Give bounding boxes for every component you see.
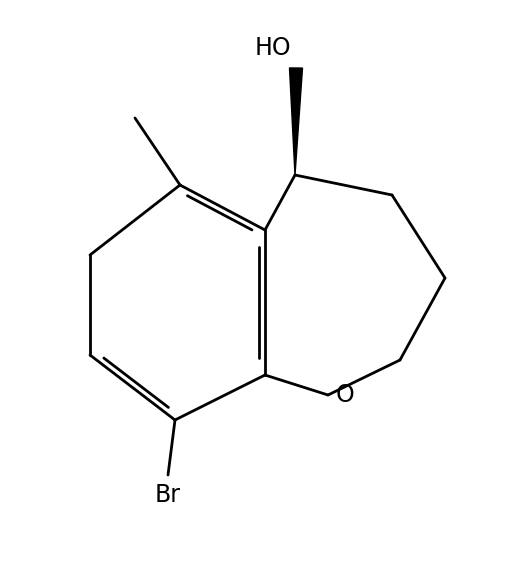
Text: HO: HO: [254, 36, 291, 60]
Text: Br: Br: [155, 483, 181, 507]
Text: O: O: [336, 383, 355, 407]
Polygon shape: [289, 68, 303, 175]
